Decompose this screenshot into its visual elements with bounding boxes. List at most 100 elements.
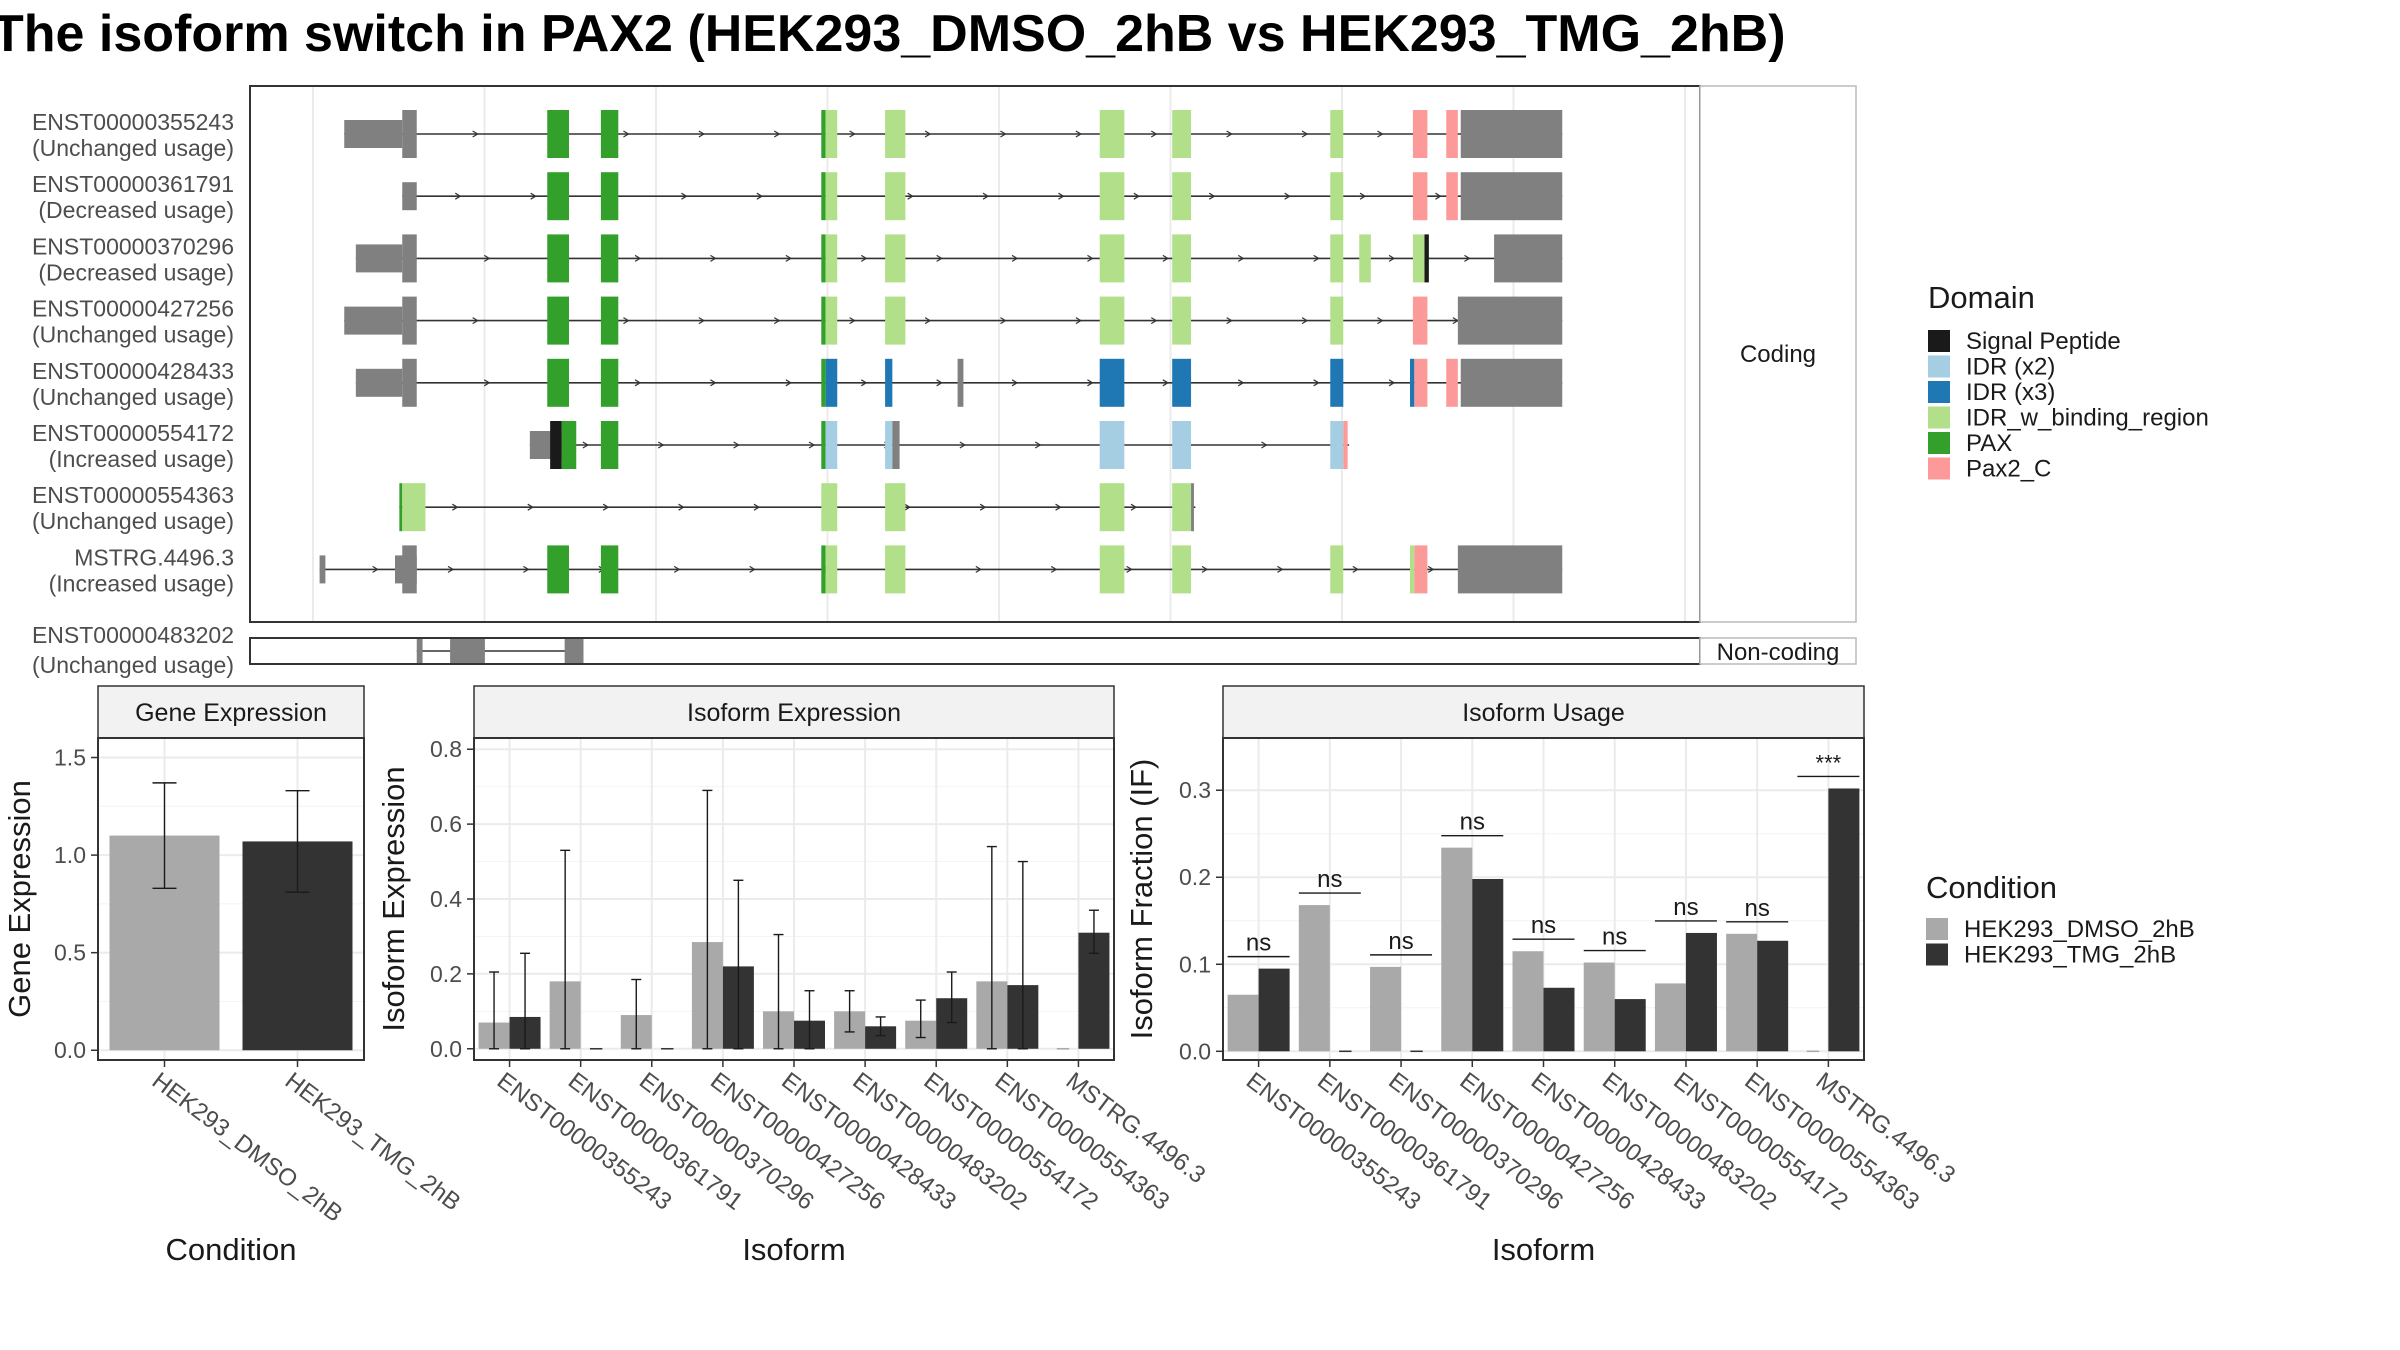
domain-exon	[821, 234, 826, 283]
direction-arrow	[1464, 254, 1471, 262]
direction-arrow	[773, 317, 781, 325]
domain-exon	[600, 110, 619, 158]
panel-title: Gene Expression	[135, 699, 327, 727]
domain-exon	[547, 358, 569, 407]
transcript-usage-label: (Increased usage)	[49, 570, 234, 596]
domain-exon	[1412, 296, 1428, 345]
direction-arrow	[849, 317, 856, 325]
y-tick-label: 0.5	[54, 940, 86, 966]
domain-exon	[1410, 358, 1415, 407]
direction-arrow	[698, 130, 706, 138]
domain-exon	[885, 421, 893, 469]
direction-arrow	[1313, 379, 1320, 387]
direction-arrow	[1000, 130, 1007, 138]
bar	[1757, 940, 1789, 1052]
direction-arrow	[710, 254, 717, 262]
domain-exon	[825, 358, 838, 407]
direction-arrow	[773, 130, 781, 138]
direction-arrow	[673, 565, 681, 573]
direction-arrow	[975, 565, 982, 573]
direction-arrow	[849, 130, 856, 138]
direction-arrow	[1126, 565, 1133, 573]
coding-plot-bg	[250, 86, 1700, 622]
direction-arrow	[860, 254, 868, 262]
direction-arrow	[483, 254, 491, 262]
legend-swatch	[1928, 355, 1950, 378]
direction-arrow	[1237, 254, 1245, 262]
y-axis-title: Gene Expression	[2, 780, 37, 1018]
utr-exon	[450, 639, 485, 663]
direction-arrow	[523, 565, 530, 573]
legend-label: IDR (x3)	[1966, 379, 2055, 406]
utr-exon-tall	[1460, 110, 1563, 158]
significance-label: ns	[1531, 912, 1556, 939]
direction-arrow	[634, 254, 642, 262]
domain-exon	[1446, 110, 1458, 158]
direction-arrow	[1000, 317, 1007, 325]
direction-arrow	[710, 379, 717, 387]
y-tick-label: 0.2	[1179, 864, 1211, 890]
direction-arrow	[623, 317, 630, 325]
plot-border	[97, 737, 365, 1061]
domain-exon	[825, 421, 838, 469]
domain-exon	[1172, 234, 1192, 283]
direction-arrow	[1301, 130, 1309, 138]
direction-arrow	[698, 317, 706, 325]
domain-exon	[1172, 172, 1192, 221]
direction-arrow	[756, 192, 764, 200]
direction-arrow	[1388, 254, 1396, 262]
y-tick-label: 1.0	[54, 842, 86, 868]
utr-exon-tall	[1457, 296, 1563, 345]
direction-arrow	[979, 503, 987, 511]
direction-arrow	[1075, 317, 1083, 325]
direction-arrow	[808, 441, 816, 449]
panel-title: Isoform Expression	[687, 699, 901, 727]
significance-label: ns	[1460, 809, 1485, 836]
domain-exon	[1330, 358, 1344, 407]
legend-swatch	[1928, 381, 1950, 403]
domain-exon	[885, 296, 906, 345]
significance-label: ns	[1602, 924, 1627, 951]
direction-arrow	[1359, 192, 1367, 200]
domain-exon	[821, 421, 826, 469]
domain-exon	[885, 234, 906, 283]
direction-arrow	[1277, 565, 1284, 573]
domain-exon	[821, 110, 826, 158]
domain-exon	[825, 234, 838, 283]
utr-exon	[355, 244, 403, 273]
domain-exon	[825, 172, 838, 221]
domain-exon	[825, 296, 838, 345]
direction-arrow	[959, 441, 967, 449]
utr-exon-tall	[402, 545, 417, 594]
transcript-usage-label: (Unchanged usage)	[32, 508, 234, 534]
utr-exon	[355, 368, 403, 397]
domain-exon	[1343, 421, 1348, 469]
direction-arrow	[447, 565, 455, 573]
direction-arrow	[1313, 254, 1320, 262]
isoform-expression-panel: Isoform Expression0.00.20.40.60.8ENST000…	[376, 685, 1210, 1267]
direction-arrow	[1388, 379, 1396, 387]
bar	[865, 1026, 897, 1049]
legend-swatch	[1928, 406, 1950, 429]
transcript-id-label: ENST00000361791	[32, 171, 234, 197]
transcript-usage-label: (Decreased usage)	[38, 259, 234, 285]
bar	[1370, 966, 1402, 1052]
bar	[1441, 847, 1473, 1052]
domain-exon	[1099, 483, 1125, 532]
noncoding-strip	[1699, 637, 1857, 665]
y-tick-label: 0.1	[1179, 951, 1211, 977]
direction-arrow	[1011, 254, 1019, 262]
utr-exon-tall	[402, 296, 417, 345]
utr-exon-tall	[1460, 358, 1563, 407]
panel-strip	[1222, 685, 1865, 739]
bar	[1614, 999, 1646, 1052]
direction-arrow	[753, 503, 761, 511]
transcript-id-label: ENST00000427256	[32, 296, 234, 322]
direction-arrow	[1087, 379, 1094, 387]
bar	[1726, 933, 1758, 1052]
direction-arrow	[1201, 565, 1209, 573]
utr-exon	[344, 306, 403, 335]
domain-exon	[1172, 483, 1192, 532]
significance-label: ns	[1673, 894, 1698, 921]
